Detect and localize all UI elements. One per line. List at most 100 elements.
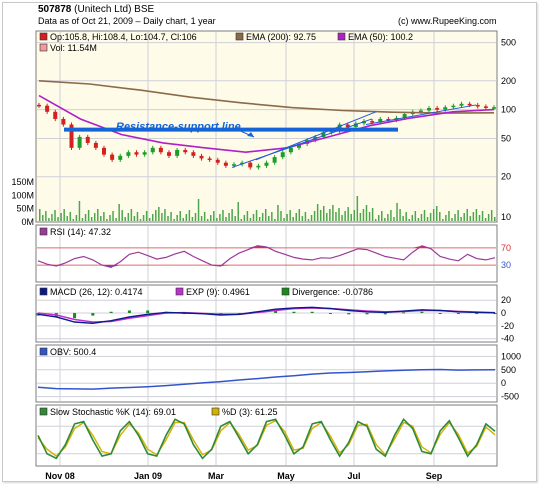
volume-bar bbox=[359, 213, 362, 221]
volume-bar bbox=[213, 211, 215, 221]
volume-bar bbox=[484, 218, 487, 221]
volume-bar bbox=[408, 219, 410, 221]
candle-body bbox=[232, 164, 236, 166]
candle-body bbox=[353, 123, 358, 127]
ema200-square bbox=[235, 32, 244, 41]
volume-bar bbox=[460, 217, 462, 221]
volume-tick-label: 0M bbox=[21, 217, 34, 227]
volume-bar bbox=[353, 210, 356, 221]
divergence-square bbox=[281, 287, 290, 296]
volume-bar bbox=[151, 214, 154, 221]
volume-bar bbox=[368, 212, 371, 221]
macd-legend-label: Divergence: -0.0786 bbox=[292, 287, 373, 297]
candle-body bbox=[467, 103, 472, 106]
candle-body bbox=[69, 124, 74, 148]
volume-bar bbox=[93, 213, 96, 221]
volume-bar bbox=[420, 214, 423, 221]
volume-bar bbox=[292, 217, 294, 221]
volume-bar bbox=[127, 213, 130, 221]
volume-bar bbox=[197, 199, 200, 221]
volume-bar bbox=[185, 214, 188, 221]
volume-bar bbox=[469, 216, 472, 221]
candle-body bbox=[134, 152, 139, 155]
volume-bar bbox=[63, 209, 65, 221]
copyright-text: (c) www.RupeeKing.com bbox=[398, 16, 497, 26]
volume-bar bbox=[271, 212, 273, 221]
volume-bar bbox=[219, 214, 221, 221]
volume-bar bbox=[301, 216, 304, 221]
price-tick-label: 500 bbox=[501, 38, 516, 48]
candle-body bbox=[435, 108, 440, 110]
volume-bar bbox=[200, 216, 203, 221]
macd-tick-label: 0 bbox=[501, 308, 506, 318]
macd-divergence-bar bbox=[438, 313, 442, 315]
volume-tick-label: 50M bbox=[16, 204, 34, 214]
macd-divergence-bar bbox=[365, 313, 369, 315]
volume-bar bbox=[405, 212, 407, 221]
volume-bar bbox=[377, 215, 380, 221]
volume-bar bbox=[365, 205, 368, 221]
x-tick-label: Mar bbox=[208, 471, 225, 481]
candle-body bbox=[150, 147, 155, 153]
macd-square bbox=[39, 287, 48, 296]
candle-body bbox=[158, 147, 163, 153]
price-legend-label: Vol: 11.54M bbox=[50, 43, 97, 53]
volume-bar bbox=[124, 217, 127, 221]
candle-body bbox=[93, 142, 98, 148]
volume-bar bbox=[133, 216, 136, 221]
macd-divergence-bar bbox=[109, 311, 113, 314]
volume-bar bbox=[240, 219, 243, 221]
volume-bar bbox=[170, 212, 172, 221]
stock-symbol: 507878 bbox=[38, 4, 72, 15]
volume-bar bbox=[414, 211, 417, 221]
volume-bar bbox=[54, 210, 56, 221]
candle-body bbox=[223, 162, 228, 166]
data-date-line: Data as of Oct 21, 2009 – Daily chart, 1… bbox=[38, 16, 216, 26]
candle-body bbox=[272, 157, 277, 163]
candle-body bbox=[126, 152, 131, 156]
volume-bar bbox=[326, 213, 328, 221]
volume-bar bbox=[237, 202, 239, 221]
candle-body bbox=[329, 130, 334, 133]
volume-bar bbox=[216, 218, 218, 221]
volume-bar bbox=[429, 213, 432, 221]
macd-divergence-bar bbox=[456, 313, 460, 315]
volume-bar bbox=[432, 209, 435, 221]
volume-bar bbox=[155, 210, 157, 221]
panel-obv bbox=[35, 344, 498, 403]
volume-bar bbox=[84, 214, 87, 221]
candle-body bbox=[61, 118, 66, 125]
macd-divergence-bar bbox=[310, 311, 314, 314]
volume-bar bbox=[255, 210, 258, 221]
volume-bar bbox=[264, 209, 267, 221]
candle-body bbox=[492, 107, 496, 109]
trend-line-lower bbox=[231, 118, 373, 168]
volume-bar bbox=[393, 217, 395, 221]
volume-bar bbox=[332, 205, 334, 221]
volume-bar bbox=[283, 218, 285, 221]
volume-bar bbox=[435, 206, 438, 221]
candle-body bbox=[378, 118, 383, 123]
candle-body bbox=[183, 149, 188, 153]
obv-legend-label: OBV: 500.4 bbox=[50, 347, 96, 357]
price-legend-label: EMA (50): 100.2 bbox=[348, 32, 413, 42]
volume-bar bbox=[136, 212, 139, 221]
candle-body bbox=[102, 147, 106, 155]
volume-bar bbox=[97, 209, 99, 221]
volume-bar bbox=[225, 217, 227, 221]
obv-tick-label: 1000 bbox=[501, 351, 521, 361]
volume-bar bbox=[106, 219, 108, 221]
macd-divergence-bar bbox=[493, 313, 497, 315]
volume-bar bbox=[78, 201, 81, 221]
candle-body bbox=[215, 159, 220, 163]
macd-divergence-bar bbox=[274, 310, 278, 314]
volume-bar bbox=[286, 214, 288, 221]
volume-bar bbox=[396, 203, 398, 221]
volume-bar bbox=[319, 210, 322, 221]
candle-body bbox=[418, 110, 423, 112]
volume-bar bbox=[295, 213, 298, 221]
volume-bar bbox=[298, 209, 301, 221]
rsi-line bbox=[37, 245, 496, 268]
volume-bar bbox=[243, 215, 246, 221]
